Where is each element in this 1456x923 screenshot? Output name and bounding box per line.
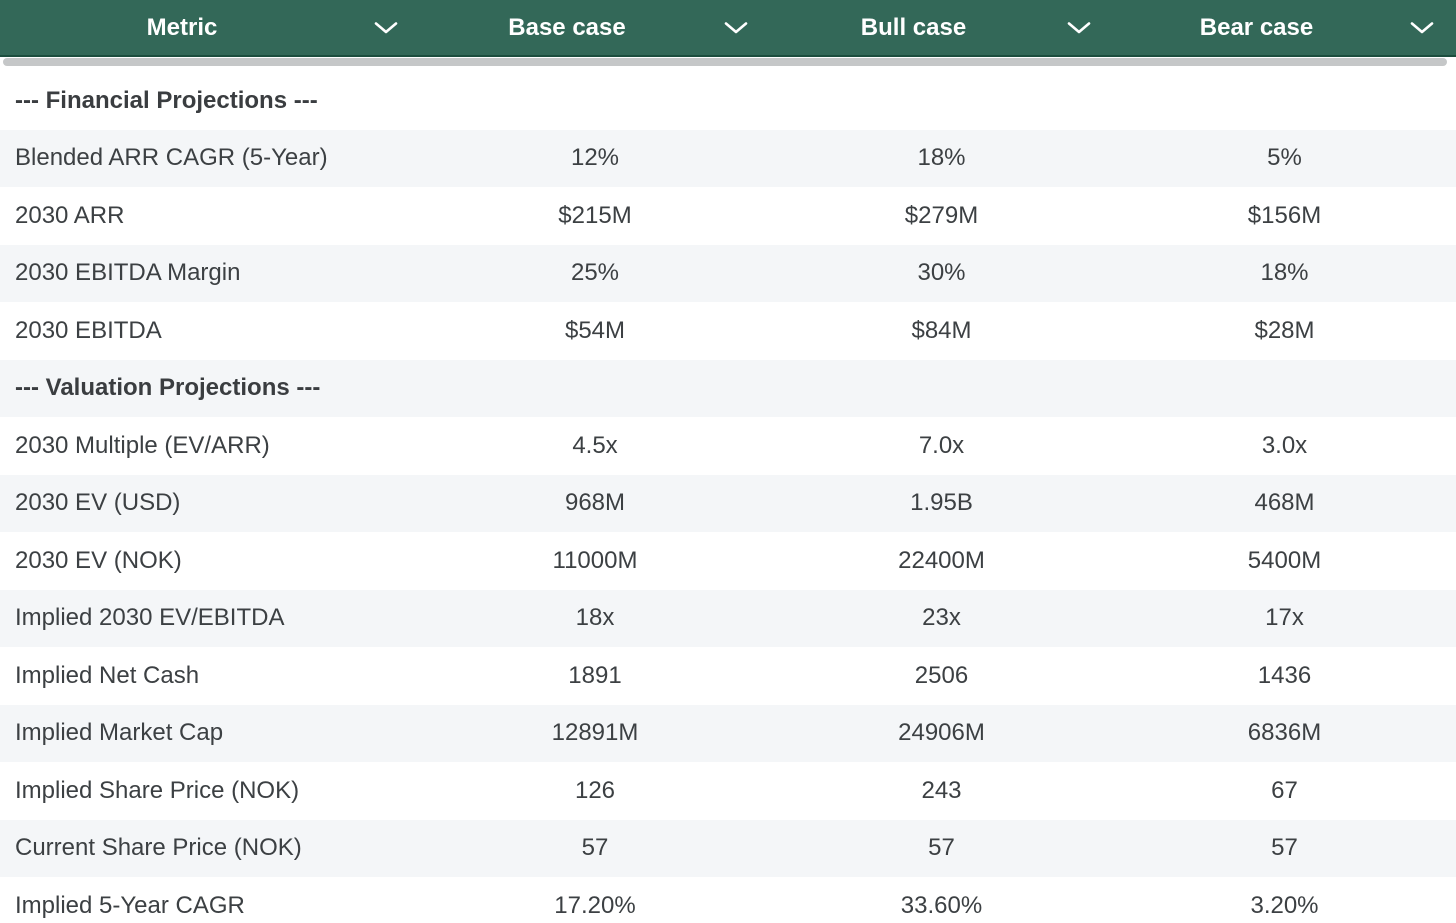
value-cell-bull: 33.60% (900, 891, 983, 919)
metric-cell: 2030 EV (USD) (15, 489, 181, 517)
value-cell-base: 18x (575, 604, 615, 632)
metric-cell: 2030 Multiple (EV/ARR) (15, 431, 270, 459)
value-cell-base: 11000M (552, 546, 638, 574)
table-row: 2030 Multiple (EV/ARR) 4.5x 7.0x 3.0x (0, 417, 1456, 475)
table-row: 2030 EV (NOK) 11000M 22400M 5400M (0, 532, 1456, 590)
value-cell-bull: 243 (921, 776, 962, 804)
value-cell-bear: $28M (1254, 316, 1315, 344)
value-cell-bear: 6836M (1247, 719, 1322, 747)
value-cell-bear: $156M (1247, 201, 1322, 229)
table-row: Implied 2030 EV/EBITDA 18x 23x 17x (0, 589, 1456, 647)
column-header-bear-case[interactable]: Bear case (1113, 0, 1456, 55)
value-cell-base: 1891 (568, 661, 622, 689)
value-cell-bear: 3.20% (1250, 891, 1319, 919)
metric-cell: 2030 EBITDA (15, 316, 162, 344)
value-cell-bear: 3.0x (1261, 431, 1308, 459)
metric-cell: Blended ARR CAGR (5-Year) (15, 144, 328, 172)
spacer (0, 67, 1456, 72)
value-cell-bull: 2506 (914, 661, 969, 689)
table-row: 2030 EBITDA $54M $84M $28M (0, 302, 1456, 360)
chevron-down-icon[interactable] (1067, 21, 1091, 34)
column-header-metric-label: Metric (146, 13, 218, 41)
table-row: Implied Market Cap 12891M 24906M 6836M (0, 704, 1456, 762)
value-cell-base: 4.5x (572, 431, 618, 459)
metric-cell: Implied 2030 EV/EBITDA (15, 604, 285, 632)
value-cell-base: 25% (570, 259, 620, 287)
column-header-base-case[interactable]: Base case (420, 0, 770, 55)
table-row: 2030 ARR $215M $279M $156M (0, 187, 1456, 245)
value-cell-base: 12891M (551, 719, 639, 747)
table-row: 2030 EV (USD) 968M 1.95B 468M (0, 474, 1456, 532)
value-cell-bear: 468M (1254, 489, 1315, 517)
value-cell-bull: $84M (911, 316, 972, 344)
value-cell-bull: $279M (904, 201, 979, 229)
horizontal-scrollbar[interactable] (0, 57, 1456, 67)
value-cell-bull: 7.0x (918, 431, 965, 459)
value-cell-bear: 67 (1271, 776, 1298, 804)
value-cell-bull: 18% (917, 144, 966, 172)
value-cell-bear: 57 (1271, 834, 1298, 862)
metric-cell: 2030 ARR (15, 201, 125, 229)
value-cell-base: 17.20% (554, 891, 636, 919)
chevron-down-icon[interactable] (724, 21, 748, 34)
column-header-metric[interactable]: Metric (0, 0, 420, 55)
section-label: --- Valuation Projections --- (15, 374, 321, 402)
value-cell-bull: 1.95B (910, 489, 973, 517)
value-cell-bull: 23x (922, 604, 961, 632)
value-cell-bear: 1436 (1257, 661, 1312, 689)
column-header-bull-case[interactable]: Bull case (770, 0, 1113, 55)
value-cell-bear: 5% (1267, 144, 1302, 172)
value-cell-base: 126 (574, 776, 616, 804)
value-cell-base: $215M (558, 201, 632, 229)
value-cell-bull: 24906M (898, 719, 985, 747)
metric-cell: 2030 EBITDA Margin (15, 259, 241, 287)
table-row: Implied Net Cash 1891 2506 1436 (0, 647, 1456, 705)
section-row-financial-projections: --- Financial Projections --- (0, 72, 1456, 130)
table-row: Implied Share Price (NOK) 126 243 67 (0, 762, 1456, 820)
section-row-valuation-projections: --- Valuation Projections --- (0, 359, 1456, 417)
value-cell-bull: 57 (928, 834, 955, 862)
table-header-row: Metric Base case Bull case Bear case (0, 0, 1456, 57)
value-cell-base: $54M (564, 316, 626, 344)
table-row: Implied 5-Year CAGR 17.20% 33.60% 3.20% (0, 877, 1456, 923)
metric-cell: Implied 5-Year CAGR (15, 891, 245, 919)
value-cell-bear: 17x (1265, 604, 1304, 632)
section-label: --- Financial Projections --- (15, 86, 318, 114)
value-cell-bull: 30% (917, 259, 966, 287)
chevron-down-icon[interactable] (1410, 21, 1434, 34)
value-cell-bear: 5400M (1247, 546, 1322, 574)
metric-cell: Current Share Price (NOK) (15, 834, 302, 862)
scrollbar-thumb[interactable] (3, 58, 1447, 66)
value-cell-base: 968M (564, 489, 626, 517)
metric-cell: Implied Market Cap (15, 719, 224, 747)
column-header-base-case-label: Base case (508, 13, 626, 41)
value-cell-base: 57 (581, 834, 609, 862)
table-row: 2030 EBITDA Margin 25% 30% 18% (0, 244, 1456, 302)
value-cell-base: 12% (570, 144, 620, 172)
table-row: Current Share Price (NOK) 57 57 57 (0, 819, 1456, 877)
metric-cell: Implied Net Cash (15, 661, 200, 689)
table-body: --- Financial Projections --- Blended AR… (0, 72, 1456, 923)
value-cell-bull: 22400M (898, 546, 985, 574)
table-row: Blended ARR CAGR (5-Year) 12% 18% 5% (0, 129, 1456, 187)
metric-cell: 2030 EV (NOK) (15, 546, 182, 574)
metric-cell: Implied Share Price (NOK) (15, 776, 300, 804)
column-header-bull-case-label: Bull case (860, 13, 967, 41)
chevron-down-icon[interactable] (374, 21, 398, 34)
value-cell-bear: 18% (1260, 259, 1309, 287)
column-header-bear-case-label: Bear case (1199, 13, 1314, 41)
